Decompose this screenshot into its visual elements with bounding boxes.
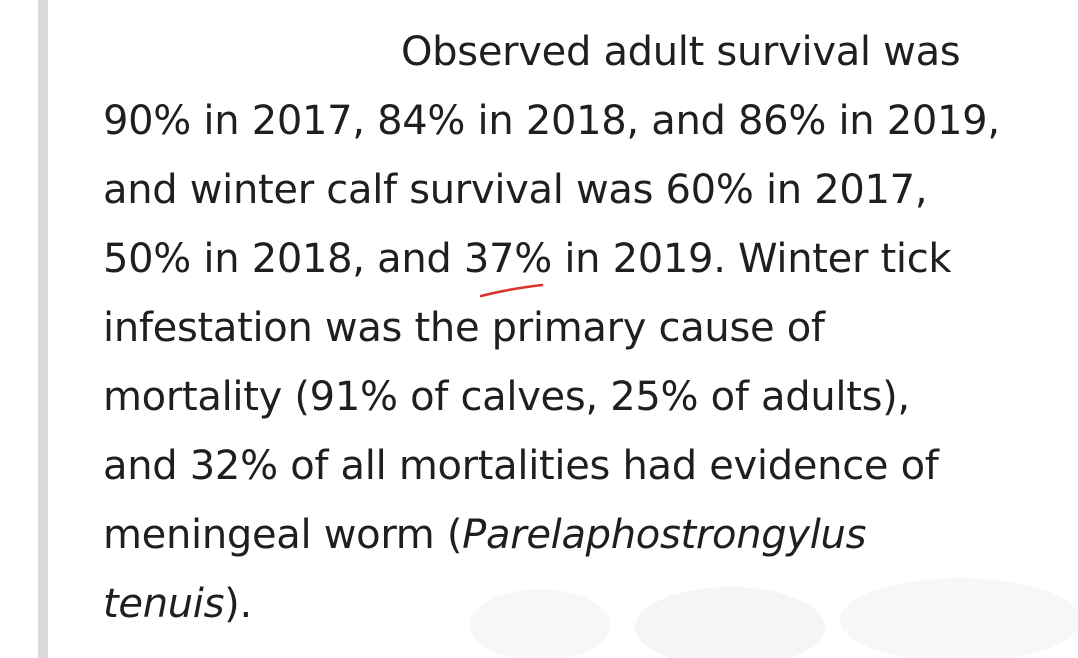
white-smudge-artifact (470, 578, 1078, 658)
text-line-8-plain: meningeal worm ( (103, 512, 463, 558)
abstract-paragraph: Observed adult survival was 90% in 2017,… (103, 18, 1000, 639)
text-line-7: and 32% of all mortalities had evidence … (103, 443, 939, 489)
text-line-8: meningeal worm (Parelaphostrongylus (103, 501, 1000, 570)
species-epithet-name: tenuis (103, 581, 225, 627)
species-genus-name: Parelaphostrongylus (462, 512, 867, 558)
text-line-9-plain: ). (224, 581, 252, 627)
text-line-1: Observed adult survival was (401, 29, 961, 75)
red-underline-annotation (479, 283, 544, 298)
text-line-2: 90% in 2017, 84% in 2018, and 86% in 201… (103, 98, 1000, 144)
text-line-6: mortality (91% of calves, 25% of adults)… (103, 374, 910, 420)
text-line-5: infestation was the primary cause of (103, 305, 825, 351)
text-line-9: tenuis). (103, 570, 1000, 639)
left-margin-rule (38, 0, 48, 658)
text-line-3: and winter calf survival was 60% in 2017… (103, 167, 928, 213)
text-line-4: 50% in 2018, and 37% in 2019. Winter tic… (103, 236, 952, 282)
